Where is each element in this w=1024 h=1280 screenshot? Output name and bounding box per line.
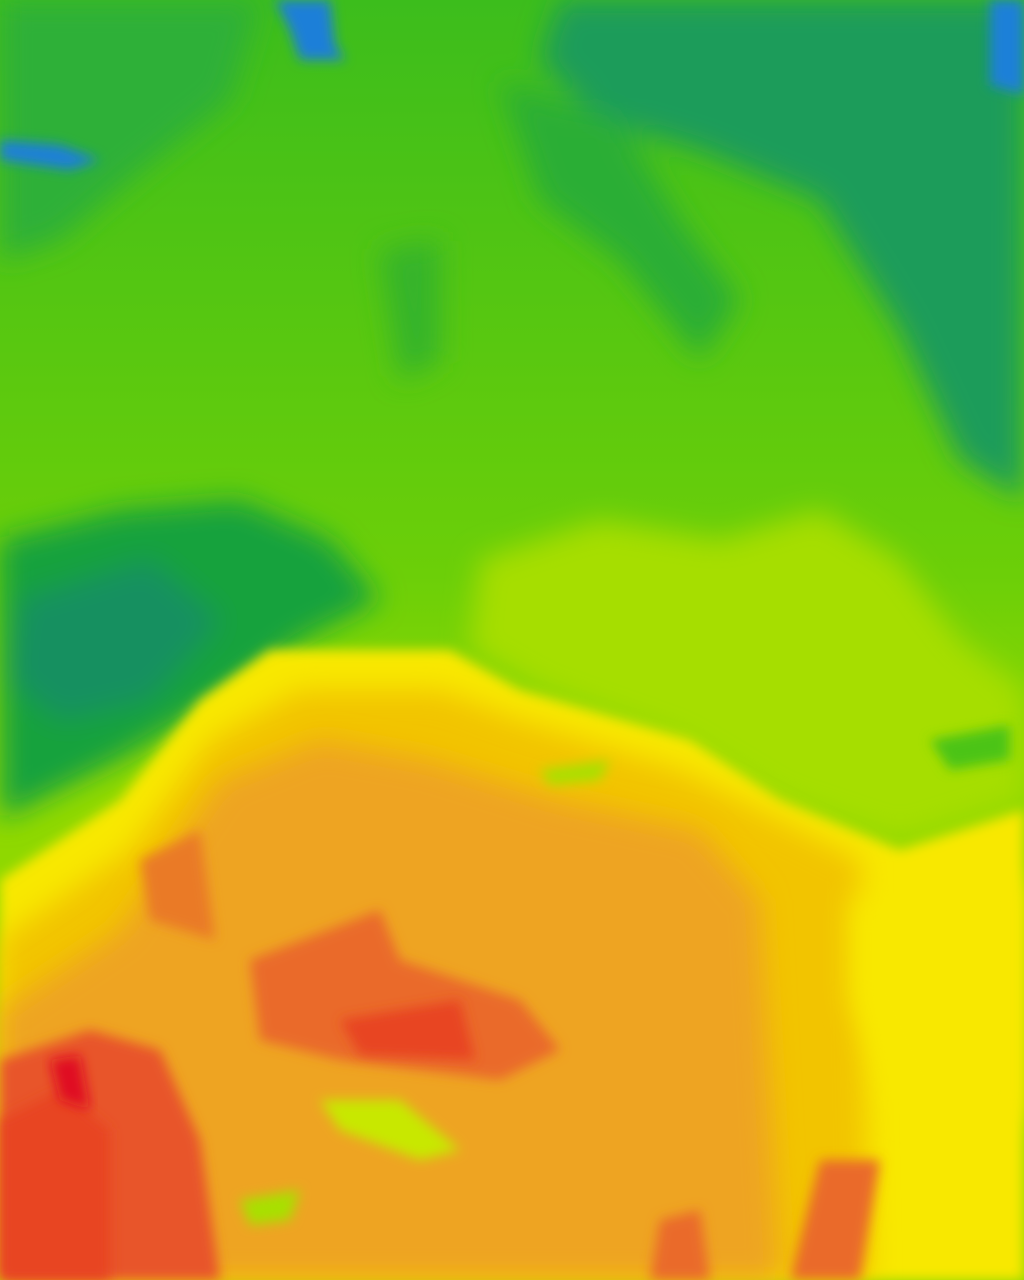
hot-regions — [0, 650, 1024, 1280]
cool-regions — [0, 0, 1024, 820]
cold-spots — [0, 0, 1024, 170]
warm-lime-region — [470, 510, 1024, 840]
embedded-cool-patches — [240, 725, 1010, 1225]
